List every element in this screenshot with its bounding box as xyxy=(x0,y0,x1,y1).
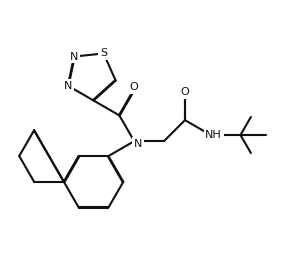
Text: O: O xyxy=(130,82,139,92)
Text: O: O xyxy=(181,87,189,97)
Text: S: S xyxy=(100,49,107,58)
Text: NH: NH xyxy=(205,130,222,140)
Text: N: N xyxy=(134,139,142,149)
Text: N: N xyxy=(64,81,72,91)
Text: N: N xyxy=(70,52,78,62)
